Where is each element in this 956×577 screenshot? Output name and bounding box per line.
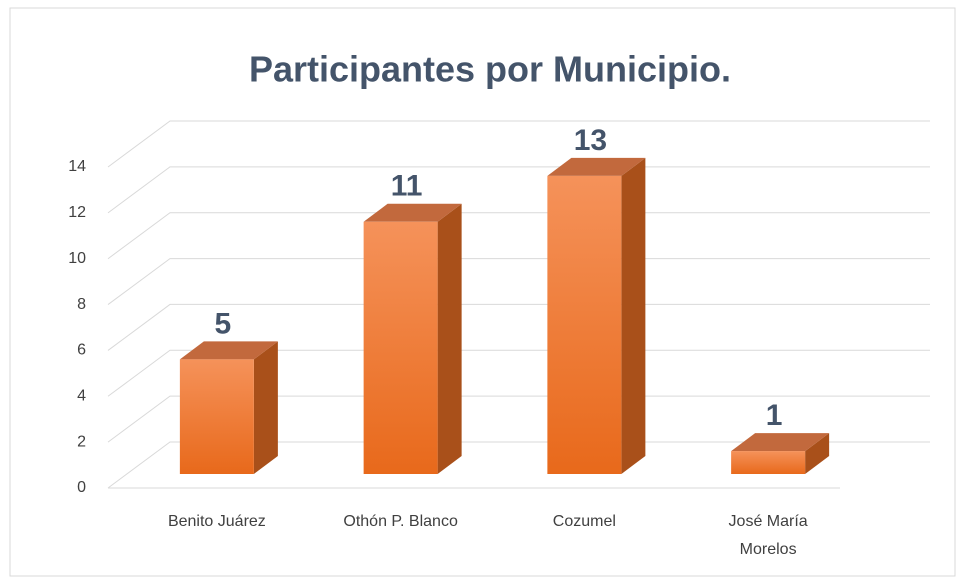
chart-title: Participantes por Municipio. (249, 49, 731, 90)
y-tick-label: 2 (77, 433, 86, 450)
data-label: 13 (574, 124, 607, 157)
bar (179, 359, 254, 474)
grid-line (107, 212, 930, 260)
y-tick-label: 0 (77, 479, 86, 496)
chart-frame (9, 7, 956, 577)
y-tick-label: 14 (68, 158, 86, 175)
bar-top (179, 341, 278, 360)
data-label: 5 (215, 307, 232, 340)
grid-line (107, 303, 930, 351)
bar (363, 221, 438, 474)
y-tick-label: 6 (77, 342, 86, 359)
data-label: 1 (766, 399, 783, 432)
grid-line (107, 166, 930, 214)
bar (547, 175, 622, 474)
y-tick-label: 10 (68, 250, 86, 267)
bar-side (437, 203, 462, 475)
x-tick-label: Cozumel (552, 513, 616, 530)
bar-top (363, 203, 462, 222)
grid-line (107, 258, 930, 305)
bar-top (731, 433, 830, 452)
bar-side (621, 157, 646, 474)
bar-side (253, 341, 278, 474)
bar-side (805, 433, 830, 474)
grid-line (107, 395, 930, 443)
data-label: 11 (391, 170, 423, 203)
grid-line (107, 441, 930, 489)
y-tick-label: 4 (77, 388, 86, 405)
grid-line (107, 120, 930, 168)
x-tick-label: José María Morelos (728, 513, 808, 558)
x-tick-label: Othón P. Blanco (343, 513, 458, 530)
y-tick-label: 8 (77, 296, 86, 313)
y-tick-label: 12 (68, 204, 86, 221)
bar-top (547, 157, 646, 176)
bar (731, 451, 806, 474)
grid-line (107, 349, 930, 397)
x-tick-label: Benito Juárez (167, 513, 266, 530)
